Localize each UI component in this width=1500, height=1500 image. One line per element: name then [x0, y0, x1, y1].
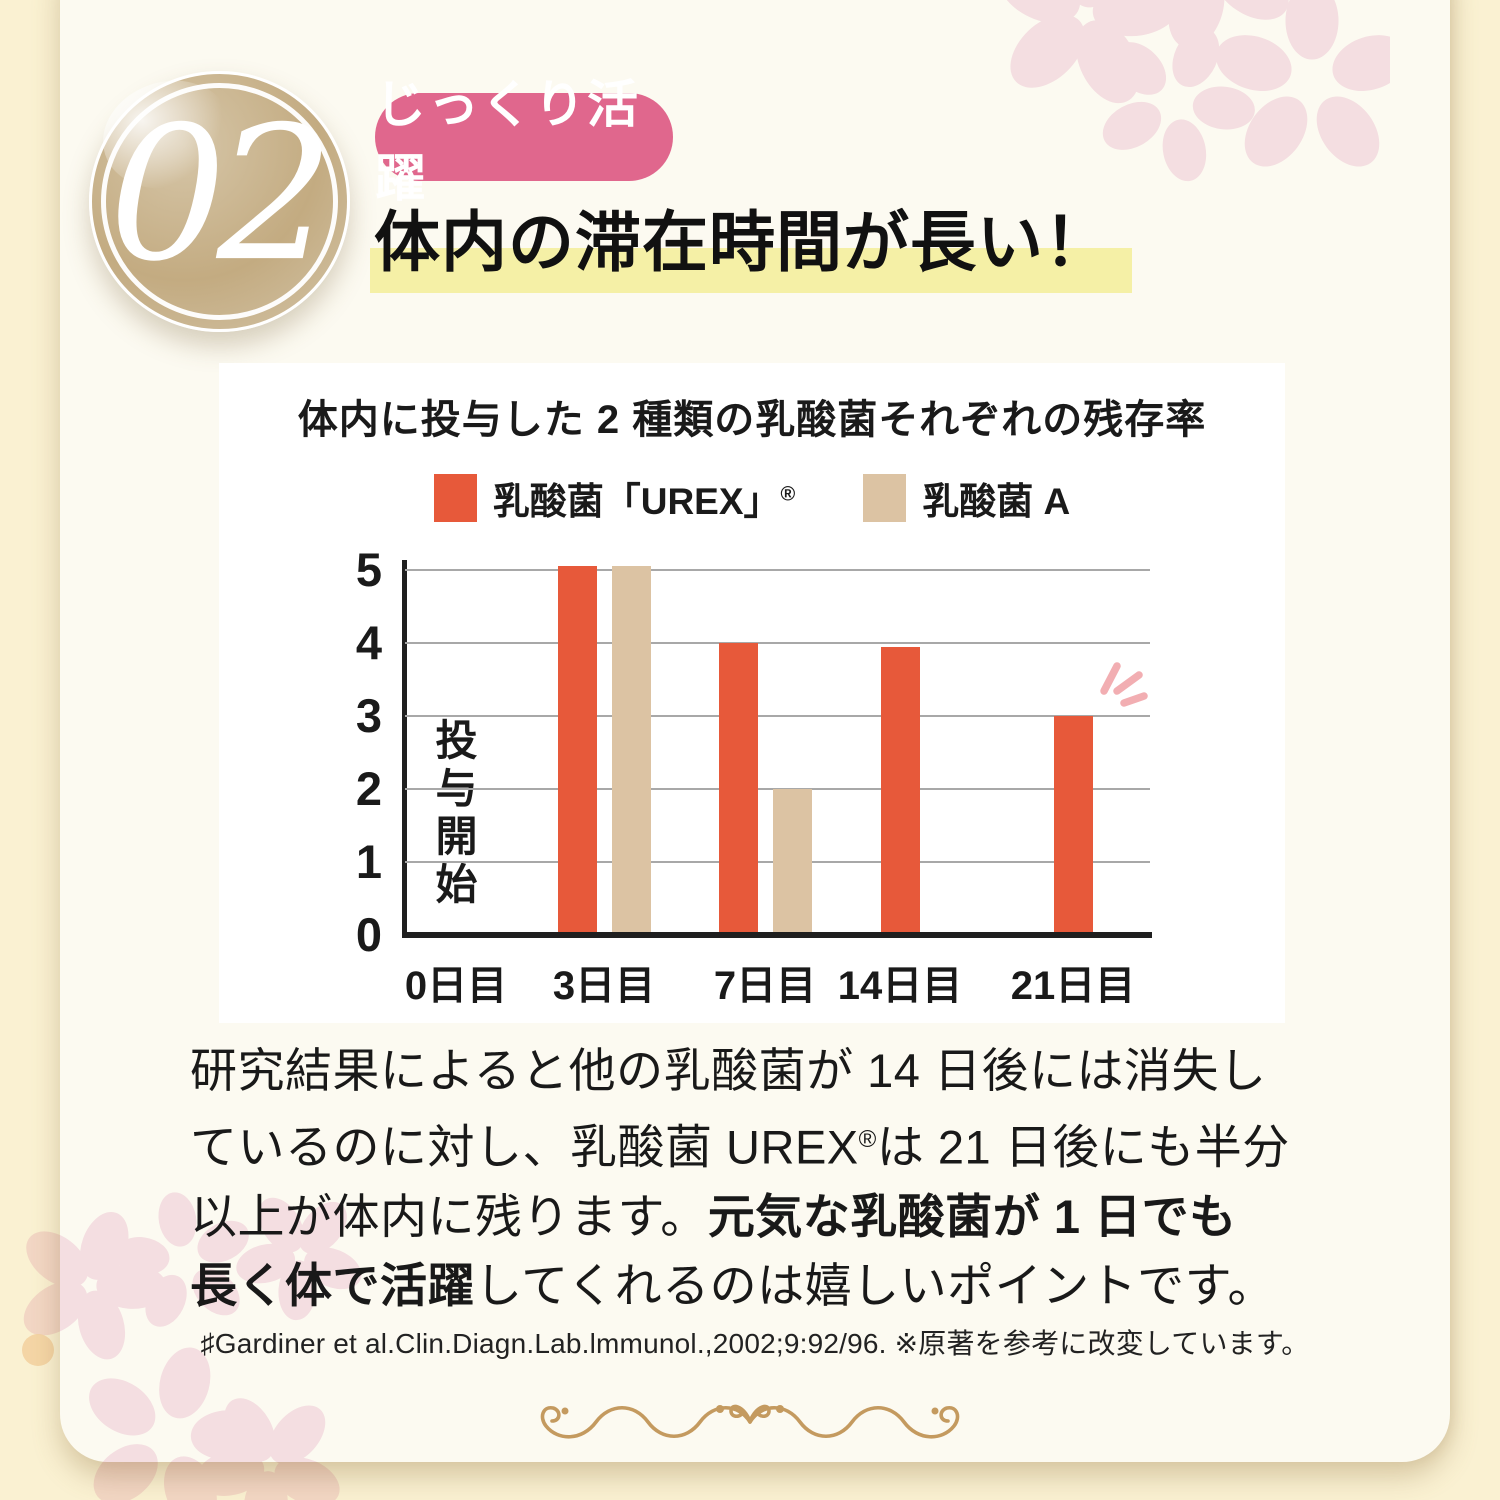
bar	[772, 789, 812, 935]
legend-item-urex: 乳酸菌「UREX」®	[433, 471, 796, 525]
tag-pill: じっくり活躍	[375, 76, 673, 207]
flower-dot	[22, 1334, 54, 1366]
x-axis-baseline	[402, 932, 1152, 938]
y-tick-label: 0	[355, 908, 382, 961]
y-tick-label: 1	[355, 835, 382, 888]
x-category-label: 21日目	[1010, 964, 1136, 1008]
chart-title: 体内に投与した 2 種類の乳酸菌それぞれの残存率	[297, 398, 1207, 442]
citation: ♯Gardiner et al.Clin.Diagn.Lab.lmmunol.,…	[200, 1328, 1310, 1359]
flower-icon	[970, 0, 1201, 126]
section-number: 02	[108, 85, 334, 302]
flourish-ornament-icon	[540, 1403, 960, 1439]
emphasis-strokes-icon	[1100, 662, 1148, 707]
x-category-label: 7日目	[713, 964, 817, 1008]
bar	[557, 566, 597, 935]
page-title: 体内の滞在時間が長い！	[374, 203, 1111, 281]
x-category-label: 14日目	[837, 964, 963, 1008]
y-tick-label: 5	[355, 543, 382, 596]
flower-cluster-top-right	[970, 0, 1390, 208]
flower-cluster-bottom-left	[0, 1175, 380, 1500]
x-category-label: 0日目	[404, 964, 508, 1008]
y-tick-label: 3	[355, 689, 382, 742]
gridline	[405, 642, 1150, 644]
paragraph-line: 研究結果によると他の乳酸菌が 14 日後には消失し	[190, 1044, 1267, 1097]
bar	[1053, 716, 1093, 935]
paragraph-line: 以上が体内に残ります。元気な乳酸菌が 1 日でも	[190, 1189, 1237, 1243]
x-category-label: 3日目	[552, 964, 656, 1008]
gridline	[405, 715, 1150, 717]
y-axis	[402, 560, 407, 938]
annotation-label: 投与開始	[430, 718, 477, 910]
y-tick-label: 2	[355, 762, 382, 815]
chart-legend: 乳酸菌「UREX」® 乳酸菌 A	[219, 471, 1285, 525]
legend-item-a: 乳酸菌 A	[863, 471, 1070, 525]
legend-label-urex: 乳酸菌「UREX」®	[492, 481, 796, 522]
headline-highlight	[370, 248, 1132, 293]
legend-label-a: 乳酸菌 A	[922, 481, 1071, 522]
chart-panel: 体内に投与した 2 種類の乳酸菌それぞれの残存率 乳酸菌「UREX」® 乳酸菌 …	[219, 363, 1285, 1023]
bar	[718, 643, 758, 935]
bar	[880, 646, 920, 935]
bar	[611, 566, 651, 935]
paragraph-line: ているのに対し、乳酸菌 UREX®は 21 日後にも半分	[190, 1120, 1290, 1174]
section-number-badge: 02	[89, 71, 350, 332]
body-paragraph: 研究結果によると他の乳酸菌が 14 日後には消失し ているのに対し、乳酸菌 URE…	[190, 1036, 1320, 1320]
legend-swatch-a	[863, 474, 907, 522]
legend-swatch-urex	[433, 474, 477, 522]
y-tick-label: 4	[355, 616, 382, 669]
gridline	[405, 569, 1150, 571]
bar-plot: 投与開始 0 1 2 3 4 5 0日目 3日目 7日目 14日目 21日目	[356, 546, 1152, 1008]
paragraph-line: 長く体で活躍してくれるのは嬉しいポイントです。	[190, 1258, 1275, 1312]
